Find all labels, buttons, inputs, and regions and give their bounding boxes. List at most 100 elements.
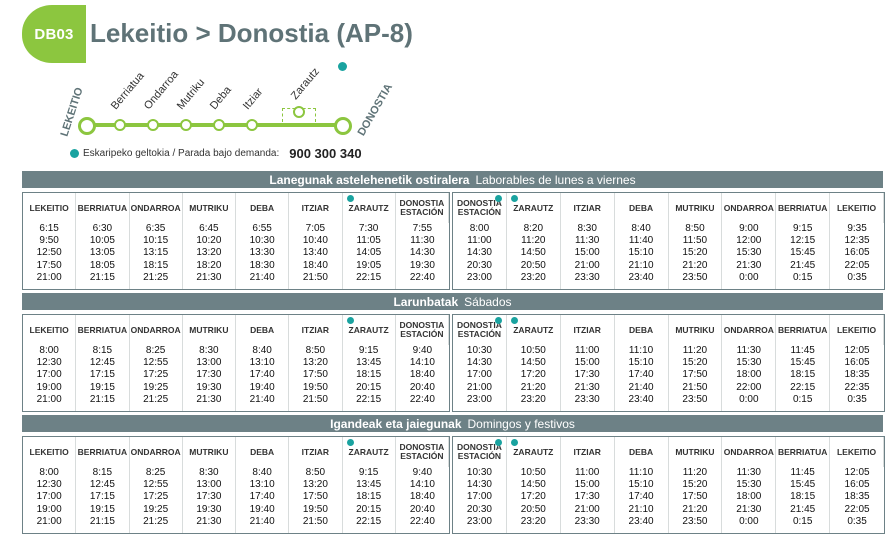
time-cell: 15:30 — [736, 247, 762, 259]
section-title-eu: Igandeak eta jaiegunak — [330, 416, 462, 431]
time-column: 8:00 12:30 17:00 19:00 21:00 — [23, 345, 77, 411]
time-cell: 11:20 — [682, 467, 708, 478]
time-column: 10:30 14:30 17:00 21:00 23:00 — [453, 345, 507, 411]
route-code: DB03 — [34, 25, 74, 43]
time-column: 12:05 16:05 18:35 22:35 0:35 — [830, 345, 884, 411]
column-header: MUTRIKU — [183, 193, 236, 223]
time-cell: 12:55 — [143, 479, 169, 491]
column-header: ZARAUTZ — [507, 315, 561, 345]
time-cell: 0:00 — [739, 271, 759, 283]
time-column: 6:55 10:30 13:30 18:30 21:40 — [236, 223, 290, 289]
time-cell: 21:30 — [196, 393, 222, 405]
column-header: LEKEITIO — [23, 193, 77, 223]
time-cell: 17:00 — [466, 491, 492, 503]
time-column: 8:15 12:45 17:15 19:15 21:15 — [76, 345, 130, 411]
time-cell: 9:40 — [412, 467, 433, 478]
time-cell: 21:30 — [196, 515, 222, 527]
time-cell: 0:35 — [847, 515, 867, 527]
column-header: ONDARROA — [722, 193, 777, 223]
time-column: 9:15 13:45 18:15 20:15 22:15 — [343, 467, 396, 533]
column-header: DEBA — [236, 315, 290, 345]
time-cell: 21:20 — [520, 381, 546, 393]
time-cell: 13:20 — [196, 247, 222, 259]
time-cell: 17:50 — [36, 259, 62, 271]
column-header: ONDARROA — [722, 315, 777, 345]
time-cell: 10:20 — [196, 235, 222, 247]
time-cell: 12:30 — [36, 479, 62, 491]
time-cell: 13:20 — [302, 479, 328, 491]
time-cell: 18:00 — [736, 491, 762, 503]
on-demand-phone-icon — [510, 317, 518, 324]
time-cell: 23:40 — [628, 393, 654, 405]
time-cell: 10:50 — [520, 345, 546, 356]
time-cell: 18:40 — [302, 259, 328, 271]
time-cell: 21:50 — [302, 271, 328, 283]
time-cell: 18:35 — [844, 369, 870, 381]
time-cell: 14:50 — [520, 357, 546, 369]
time-cell: 6:15 — [39, 223, 59, 234]
time-column: 8:30 13:00 17:30 19:30 21:30 — [183, 345, 236, 411]
column-header: DEBA — [615, 315, 669, 345]
time-cell: 11:40 — [628, 235, 654, 247]
on-demand-phone-icon — [510, 439, 518, 446]
stop-marker-donostia — [334, 117, 352, 135]
time-cell: 17:15 — [89, 369, 115, 381]
column-header: BERRIATUA — [76, 437, 130, 467]
on-demand-phone-icon — [494, 439, 502, 446]
time-cell: 18:35 — [844, 491, 870, 503]
time-column: 10:50 14:50 17:20 20:50 23:20 — [507, 467, 561, 533]
time-cell: 17:50 — [682, 491, 708, 503]
stop-label-berriatua: Berriatua — [108, 70, 147, 112]
stop-marker-zarautz — [293, 106, 305, 118]
time-cell: 13:45 — [356, 479, 382, 491]
time-cell: 22:35 — [844, 381, 870, 393]
time-cell: 19:30 — [409, 259, 435, 271]
time-cell: 12:05 — [844, 345, 870, 356]
time-cell: 14:50 — [520, 247, 546, 259]
on-demand-phone: 900 300 340 — [289, 146, 362, 161]
on-demand-phone-icon — [346, 317, 354, 324]
time-column: 11:10 15:10 17:40 21:40 23:40 — [615, 345, 669, 411]
route-badge: DB03 — [22, 5, 86, 63]
time-column: 11:45 15:45 18:15 22:15 0:15 — [776, 345, 831, 411]
time-cell: 23:00 — [466, 515, 492, 527]
stop-marker-berriatua — [114, 119, 126, 131]
time-cell: 21:25 — [143, 393, 169, 405]
column-header: DONOSTIA ESTACIÓN — [396, 315, 449, 345]
time-column: 11:20 15:20 17:50 21:50 23:50 — [669, 345, 723, 411]
time-cell: 22:15 — [356, 515, 382, 527]
time-cell: 17:40 — [249, 369, 275, 381]
time-column: 11:30 15:30 18:00 21:30 0:00 — [722, 467, 777, 533]
time-column: 6:45 10:20 13:20 18:20 21:30 — [183, 223, 236, 289]
time-cell: 19:40 — [249, 503, 275, 515]
time-cell: 8:00 — [39, 467, 59, 478]
column-header: ZARAUTZ — [343, 315, 396, 345]
time-cell: 8:50 — [685, 223, 705, 234]
time-cell: 15:00 — [574, 479, 600, 491]
time-cell: 14:30 — [466, 357, 492, 369]
time-cell: 19:00 — [36, 381, 62, 393]
time-cell: 13:10 — [249, 479, 275, 491]
time-cell: 17:40 — [249, 491, 275, 503]
time-cell: 17:15 — [89, 491, 115, 503]
time-cell: 14:50 — [520, 479, 546, 491]
section-header-weekdays: Lanegunak astelehenetik ostiralera Labor… — [22, 171, 883, 188]
column-header: LEKEITIO — [23, 315, 77, 345]
time-cell: 11:45 — [790, 345, 815, 356]
time-cell: 19:30 — [196, 503, 222, 515]
time-cell: 21:25 — [143, 515, 169, 527]
time-cell: 23:40 — [628, 515, 654, 527]
time-cell: 7:30 — [358, 223, 379, 234]
time-cell: 23:50 — [682, 515, 708, 527]
time-column: 11:10 15:10 17:40 21:10 23:40 — [615, 467, 669, 533]
time-cell: 22:15 — [356, 271, 382, 283]
time-cell: 8:30 — [199, 345, 219, 356]
time-cell: 8:15 — [92, 467, 113, 478]
time-cell: 21:30 — [196, 271, 222, 283]
time-cell: 18:15 — [143, 259, 169, 271]
column-header: ITZIAR — [289, 437, 343, 467]
stop-label-ondarroa: Ondarroa — [141, 68, 181, 112]
time-cell: 14:10 — [409, 479, 435, 491]
time-cell: 12:05 — [844, 467, 870, 478]
time-cell: 8:30 — [577, 223, 597, 234]
